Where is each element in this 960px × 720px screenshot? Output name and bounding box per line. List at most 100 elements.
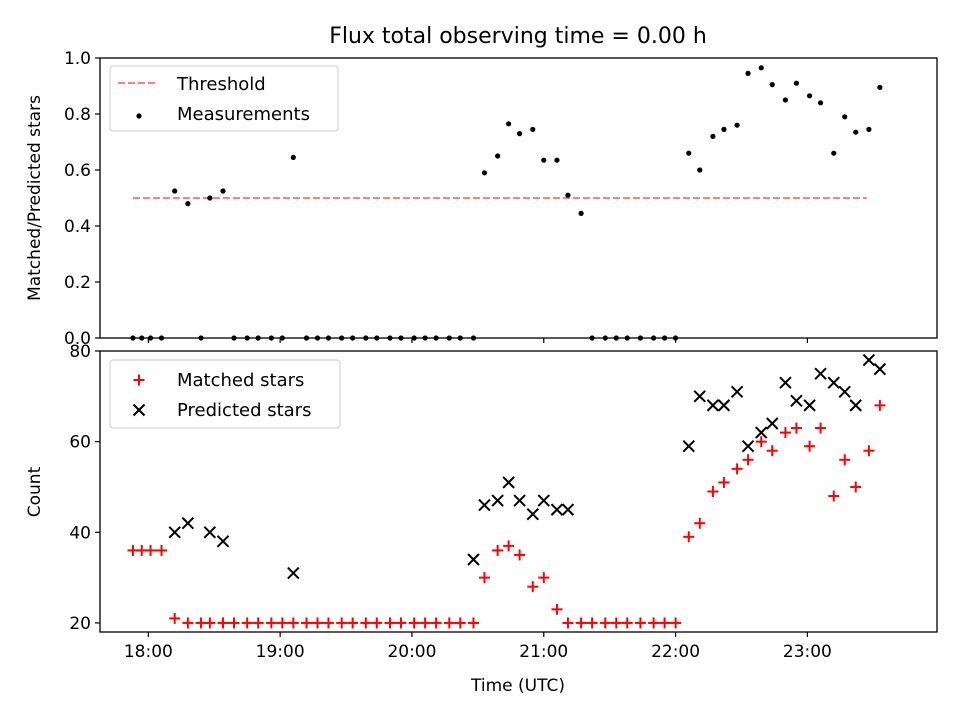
top-axes: 0.0 0.2 0.4 0.6 0.8 1.0 [64, 49, 808, 349]
matched-star-point [395, 617, 407, 629]
bottom-y-axis-label: Count [25, 466, 45, 517]
matched-star-point [156, 544, 168, 556]
matched-star-point [336, 617, 348, 629]
predicted-star-point [790, 394, 803, 408]
bottom-y-tick-label: 60 [69, 433, 91, 453]
matched-star-point [467, 617, 479, 629]
matched-star-point [634, 617, 646, 629]
measurement-point [290, 154, 296, 160]
matched-star-point [228, 617, 240, 629]
matched-star-point [648, 617, 660, 629]
matched-star-point [718, 476, 730, 488]
matched-star-point [503, 540, 515, 552]
predicted-star-point [561, 503, 575, 516]
predicted-star-point [537, 494, 550, 507]
top-legend: Threshold Measurements [109, 65, 339, 132]
matched-star-point [850, 481, 862, 493]
predicted-star-point [706, 399, 720, 412]
matched-star-point [311, 617, 323, 629]
predicted-star-point [755, 426, 768, 439]
matched-star-point [527, 581, 539, 593]
measurement-point [769, 82, 775, 88]
predicted-star-point [502, 476, 515, 489]
measurement-point [220, 188, 226, 194]
matched-star-point [265, 617, 277, 629]
measurement-point [516, 131, 523, 137]
matched-star-point [419, 617, 431, 629]
measurement-point [842, 114, 848, 120]
matched-star-point [839, 454, 851, 466]
predicted-star-point [168, 526, 181, 539]
predicted-star-point [478, 498, 491, 512]
matched-star-point [287, 617, 299, 629]
matched-star-point [384, 617, 396, 629]
x-tick-label: 18:00 [124, 642, 173, 662]
measurement-point [745, 70, 751, 76]
matched-star-point [874, 399, 886, 411]
predicted-star-point [827, 376, 840, 389]
matched-star-point [659, 617, 671, 629]
predicted-star-point [203, 526, 217, 539]
matched-star-point [586, 617, 598, 629]
measurement-point [172, 188, 178, 194]
predicted-star-point [181, 517, 195, 530]
measurement-point [686, 150, 692, 156]
matched-star-point [790, 422, 802, 434]
x-axis-label: Time (UTC) [470, 676, 565, 696]
bottom-y-tick-label: 80 [69, 342, 91, 362]
measurement-point [721, 126, 727, 132]
predicted-star-point [803, 399, 816, 412]
matched-star-point [360, 617, 372, 629]
bottom-y-tick-label: 20 [69, 614, 91, 634]
predicted-star-point [741, 439, 755, 453]
top-y-tick-label: 0.0 [64, 329, 91, 349]
matched-star-point [371, 617, 383, 629]
bottom-legend-box [109, 359, 341, 429]
measurement-point [866, 126, 872, 132]
matched-star-point [815, 422, 827, 434]
bottom-axes: 20 40 60 80 18:00 19:00 20:00 21:00 22:00 23:00 [69, 342, 832, 662]
top-y-tick-label: 1.0 [64, 49, 91, 69]
predicted-star-point [513, 494, 526, 507]
matched-star-point [683, 531, 695, 543]
legend-matched-label: Matched stars [177, 370, 304, 391]
bottom-legend: Matched stars Predicted stars [109, 359, 341, 429]
predicted-star-point [814, 367, 827, 380]
top-y-tick-label: 0.4 [64, 217, 91, 237]
measurement-point [806, 93, 813, 99]
matched-star-point [828, 490, 840, 502]
legend-measurements-swatch [136, 113, 142, 119]
measurement-point [793, 80, 800, 86]
measurement-point [578, 210, 584, 216]
top-axes-frame [99, 57, 938, 339]
matched-star-point [599, 617, 611, 629]
matched-star-point [478, 572, 490, 584]
predicted-star-point [779, 376, 792, 389]
predicted-star-point [682, 439, 695, 453]
matched-star-point [694, 517, 706, 529]
measurement-point [877, 84, 883, 90]
x-tick-label: 20:00 [387, 642, 436, 662]
legend-matched-swatch [133, 374, 145, 386]
chart-title: Flux total observing time = 0.00 h [329, 24, 707, 49]
predicted-star-point [287, 566, 300, 580]
matched-star-point [182, 617, 194, 629]
matched-star-point [347, 617, 359, 629]
predicted-star-point [730, 385, 744, 398]
predicted-star-point [862, 353, 876, 367]
matched-star-point [217, 617, 229, 629]
legend-measurements-label: Measurements [177, 104, 310, 125]
matched-star-point [301, 617, 313, 629]
predicted-star-point [693, 390, 706, 403]
bottom-y-tick-label: 40 [69, 523, 91, 543]
matched-star-point [514, 549, 526, 561]
matched-star-point [551, 603, 563, 615]
matched-star-point [707, 486, 719, 497]
x-tick-label: 21:00 [519, 642, 568, 662]
matched-star-point [766, 445, 778, 457]
measurement-point [831, 150, 837, 156]
matched-star-point [204, 617, 216, 629]
measurement-point [853, 129, 859, 135]
matched-star-point [454, 617, 466, 629]
